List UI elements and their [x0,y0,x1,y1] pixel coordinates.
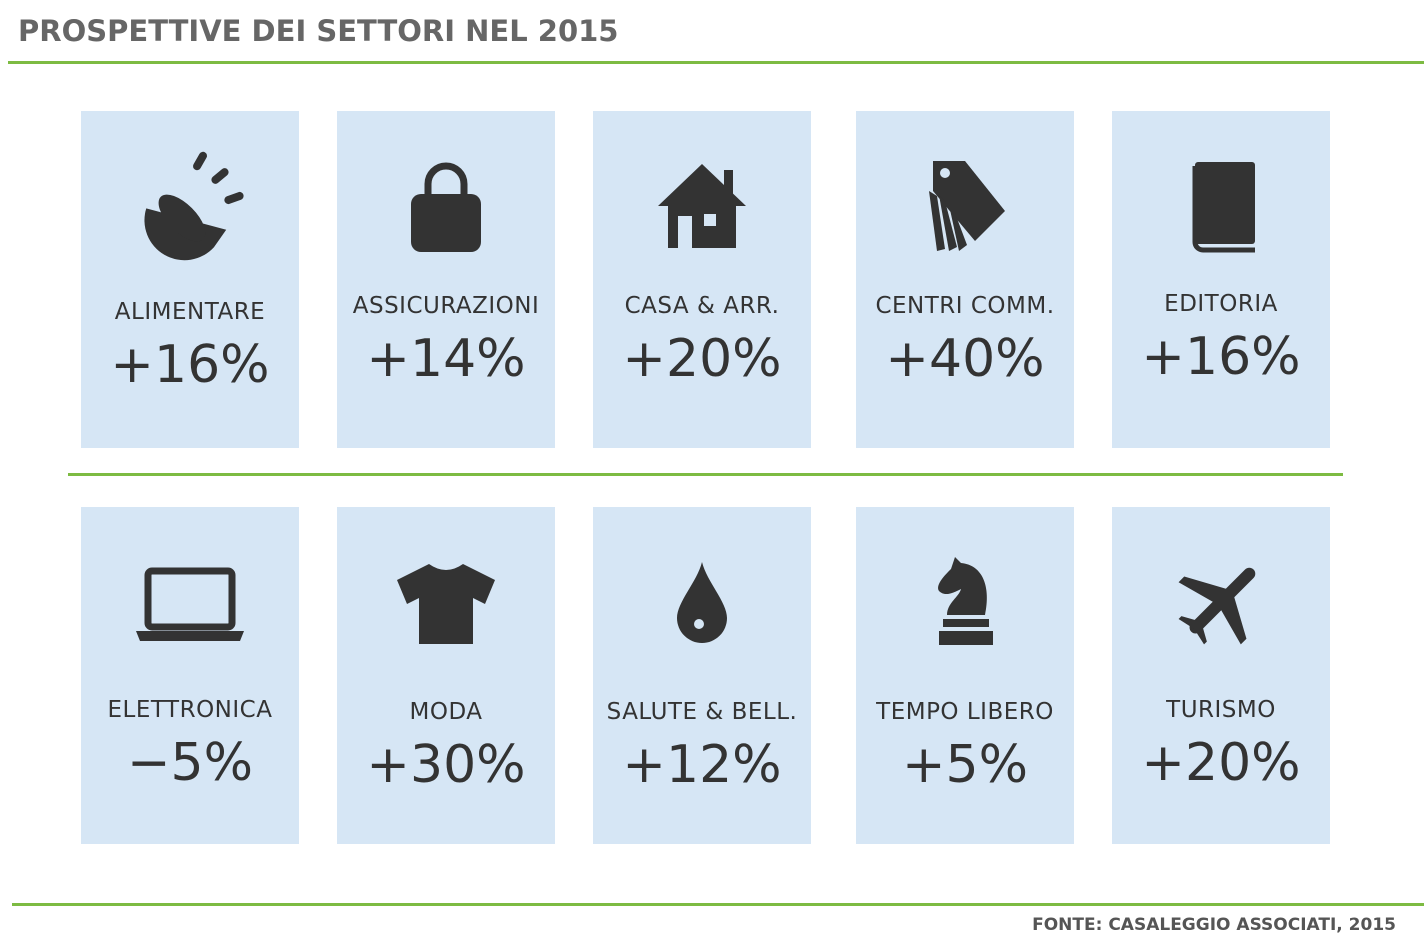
sector-label: CASA & ARR. [624,293,780,319]
sector-growth-value: +20% [1141,733,1301,793]
padlock-icon [337,151,555,261]
sector-growth-value: +40% [885,329,1045,389]
title-divider [8,61,1424,64]
sector-label: ALIMENTARE [114,299,266,325]
sector-label: ASSICURAZIONI [352,293,540,319]
sector-growth-value: +12% [622,735,782,795]
sector-label: MODA [409,699,483,725]
source-note: FONTE: CASALEGGIO ASSOCIATI, 2015 [1032,915,1396,935]
page-title: PROSPETTIVE DEI SETTORI NEL 2015 [18,14,619,48]
price-tags-icon [856,151,1074,261]
sector-label: TURISMO [1166,697,1276,723]
sector-label: TEMPO LIBERO [876,699,1054,725]
sector-card: TEMPO LIBERO +5% [856,507,1074,844]
sector-growth-value: +16% [1141,327,1301,387]
drop-icon [593,547,811,657]
food-bowl-icon [81,151,299,261]
sector-growth-value: +14% [366,329,526,389]
sector-growth-value: −5% [126,733,254,793]
sector-label: SALUTE & BELL. [606,699,798,725]
sector-card: EDITORIA +16% [1112,111,1330,448]
sector-card: ALIMENTARE +16% [81,111,299,448]
book-icon [1112,151,1330,261]
sector-growth-value: +16% [110,335,270,395]
sector-card: ASSICURAZIONI +14% [337,111,555,448]
tshirt-icon [337,547,555,657]
chess-knight-icon [856,547,1074,657]
sector-label: EDITORIA [1164,291,1278,317]
sector-growth-value: +5% [901,735,1029,795]
airplane-icon [1112,547,1330,657]
house-icon [593,151,811,261]
sector-card: ELETTRONICA −5% [81,507,299,844]
sector-label: ELETTRONICA [107,697,273,723]
laptop-icon [81,547,299,657]
sector-growth-value: +20% [622,329,782,389]
sector-card: CENTRI COMM. +40% [856,111,1074,448]
sector-card: CASA & ARR. +20% [593,111,811,448]
sector-card: SALUTE & BELL. +12% [593,507,811,844]
sector-growth-value: +30% [366,735,526,795]
sector-card: MODA +30% [337,507,555,844]
footer-divider [12,903,1424,906]
sector-label: CENTRI COMM. [875,293,1055,319]
row-divider [68,473,1343,476]
sector-card: TURISMO +20% [1112,507,1330,844]
